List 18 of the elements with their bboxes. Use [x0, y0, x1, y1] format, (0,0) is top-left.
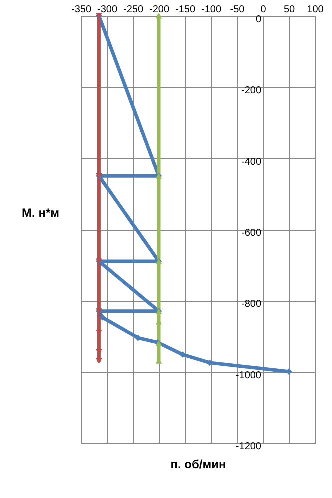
x-tick-label: 100 — [307, 4, 324, 16]
x-tick-label: -350 — [71, 4, 92, 16]
y-axis-title: М. н*м — [22, 206, 60, 220]
x-tick-label: -250 — [123, 4, 144, 16]
x-tick-label: 50 — [284, 4, 296, 16]
y-tick-label: -600 — [241, 228, 262, 239]
y-tick-label: -200 — [241, 86, 262, 97]
x-tick-label: -50 — [230, 4, 246, 16]
x-tick-label: -200 — [149, 4, 170, 16]
x-tick-label: -300 — [97, 4, 118, 16]
y-tick-label: -1000 — [236, 370, 262, 382]
x-axis-title: п. об/мин — [170, 458, 226, 472]
x-tick-label: -150 — [175, 4, 196, 16]
x-tick-label: -100 — [201, 4, 222, 16]
y-tick-label: -800 — [241, 299, 262, 310]
y-tick-label: -1200 — [236, 442, 262, 452]
y-tick-label: 0 — [256, 14, 262, 26]
y-tick-label: -400 — [241, 156, 262, 168]
